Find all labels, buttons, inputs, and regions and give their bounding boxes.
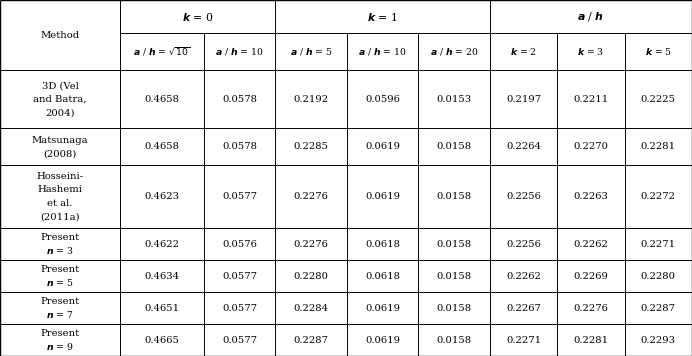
- Text: 0.4622: 0.4622: [145, 240, 179, 248]
- Text: $\bfit{k}$ = 5: $\bfit{k}$ = 5: [645, 46, 672, 57]
- Text: 0.0158: 0.0158: [437, 272, 471, 281]
- Text: 0.2284: 0.2284: [293, 304, 329, 313]
- Text: 0.2270: 0.2270: [574, 142, 608, 151]
- Text: 0.0576: 0.0576: [222, 240, 257, 248]
- Text: $\bfit{a}$ / $\bfit{h}$ = 5: $\bfit{a}$ / $\bfit{h}$ = 5: [290, 46, 332, 57]
- Text: 0.0158: 0.0158: [437, 304, 471, 313]
- Text: 0.0619: 0.0619: [365, 335, 400, 345]
- Text: 0.4658: 0.4658: [145, 142, 179, 151]
- Text: 0.2271: 0.2271: [506, 335, 541, 345]
- Text: 0.2276: 0.2276: [574, 304, 608, 313]
- Text: $\bfit{n}$ = 5: $\bfit{n}$ = 5: [46, 277, 74, 288]
- Text: 0.0577: 0.0577: [222, 272, 257, 281]
- Text: $\bfit{a}$ / $\bfit{h}$: $\bfit{a}$ / $\bfit{h}$: [577, 10, 604, 23]
- Text: 0.2287: 0.2287: [641, 304, 676, 313]
- Text: 0.2263: 0.2263: [574, 192, 608, 201]
- Text: 0.0619: 0.0619: [365, 304, 400, 313]
- Text: 0.0158: 0.0158: [437, 142, 471, 151]
- Text: 0.2280: 0.2280: [641, 272, 676, 281]
- Text: $\bfit{a}$ / $\bfit{h}$ = $\sqrt{10}$: $\bfit{a}$ / $\bfit{h}$ = $\sqrt{10}$: [134, 46, 191, 58]
- Text: Present: Present: [41, 233, 80, 242]
- Text: 0.0153: 0.0153: [437, 95, 471, 104]
- Text: 0.0618: 0.0618: [365, 240, 400, 248]
- Text: 0.0619: 0.0619: [365, 142, 400, 151]
- Text: 3D (Vel: 3D (Vel: [42, 81, 78, 90]
- Text: $\bfit{a}$ / $\bfit{h}$ = 20: $\bfit{a}$ / $\bfit{h}$ = 20: [430, 46, 478, 57]
- Text: 0.0577: 0.0577: [222, 192, 257, 201]
- Text: 0.4665: 0.4665: [145, 335, 179, 345]
- Text: $\bfit{k}$ = 0: $\bfit{k}$ = 0: [182, 11, 214, 23]
- Text: 0.0578: 0.0578: [222, 95, 257, 104]
- Text: Method: Method: [41, 31, 80, 40]
- Text: 0.0158: 0.0158: [437, 192, 471, 201]
- Text: Present: Present: [41, 265, 80, 274]
- Text: $\bfit{k}$ = 1: $\bfit{k}$ = 1: [367, 11, 398, 23]
- Text: 0.2293: 0.2293: [641, 335, 676, 345]
- Text: 2004): 2004): [45, 108, 75, 117]
- Text: 0.2262: 0.2262: [506, 272, 541, 281]
- Text: et al.: et al.: [48, 199, 73, 208]
- Text: 0.0158: 0.0158: [437, 335, 471, 345]
- Text: 0.2280: 0.2280: [293, 272, 329, 281]
- Text: $\bfit{n}$ = 7: $\bfit{n}$ = 7: [46, 309, 74, 320]
- Text: 0.2285: 0.2285: [293, 142, 329, 151]
- Text: 0.2256: 0.2256: [506, 240, 541, 248]
- Text: 0.0158: 0.0158: [437, 240, 471, 248]
- Text: 0.0596: 0.0596: [365, 95, 400, 104]
- Text: 0.0577: 0.0577: [222, 335, 257, 345]
- Text: 0.2264: 0.2264: [506, 142, 541, 151]
- Text: 0.2276: 0.2276: [293, 192, 329, 201]
- Text: 0.0618: 0.0618: [365, 272, 400, 281]
- Text: 0.4651: 0.4651: [145, 304, 180, 313]
- Text: 0.0619: 0.0619: [365, 192, 400, 201]
- Text: $\bfit{a}$ / $\bfit{h}$ = 10: $\bfit{a}$ / $\bfit{h}$ = 10: [215, 46, 264, 57]
- Text: Matsunaga: Matsunaga: [32, 136, 89, 145]
- Text: 0.2281: 0.2281: [641, 142, 676, 151]
- Text: 0.2197: 0.2197: [506, 95, 541, 104]
- Text: 0.2276: 0.2276: [293, 240, 329, 248]
- Text: 0.2272: 0.2272: [641, 192, 676, 201]
- Text: 0.2281: 0.2281: [573, 335, 608, 345]
- Text: 0.2262: 0.2262: [574, 240, 608, 248]
- Text: 0.2225: 0.2225: [641, 95, 676, 104]
- Text: $\bfit{a}$ / $\bfit{h}$ = 10: $\bfit{a}$ / $\bfit{h}$ = 10: [358, 46, 407, 57]
- Text: $\bfit{n}$ = 3: $\bfit{n}$ = 3: [46, 245, 74, 256]
- Text: 0.2287: 0.2287: [293, 335, 329, 345]
- Text: 0.4623: 0.4623: [145, 192, 179, 201]
- Text: Hosseini-: Hosseini-: [37, 172, 84, 181]
- Text: 0.2267: 0.2267: [506, 304, 541, 313]
- Text: 0.4658: 0.4658: [145, 95, 179, 104]
- Text: Present: Present: [41, 329, 80, 338]
- Text: 0.0577: 0.0577: [222, 304, 257, 313]
- Text: $\bfit{n}$ = 9: $\bfit{n}$ = 9: [46, 341, 74, 352]
- Text: and Batra,: and Batra,: [33, 95, 87, 104]
- Text: Present: Present: [41, 297, 80, 306]
- Text: 0.2192: 0.2192: [293, 95, 329, 104]
- Text: 0.2271: 0.2271: [641, 240, 676, 248]
- Text: 0.2256: 0.2256: [506, 192, 541, 201]
- Text: $\bfit{k}$ = 3: $\bfit{k}$ = 3: [577, 46, 604, 57]
- Text: 0.2269: 0.2269: [574, 272, 608, 281]
- Text: 0.0578: 0.0578: [222, 142, 257, 151]
- Text: Hashemi: Hashemi: [37, 185, 82, 194]
- Text: 0.4634: 0.4634: [145, 272, 180, 281]
- Text: (2011a): (2011a): [40, 213, 80, 221]
- Text: 0.2211: 0.2211: [573, 95, 608, 104]
- Text: (2008): (2008): [44, 149, 77, 158]
- Text: $\bfit{k}$ = 2: $\bfit{k}$ = 2: [510, 46, 537, 57]
